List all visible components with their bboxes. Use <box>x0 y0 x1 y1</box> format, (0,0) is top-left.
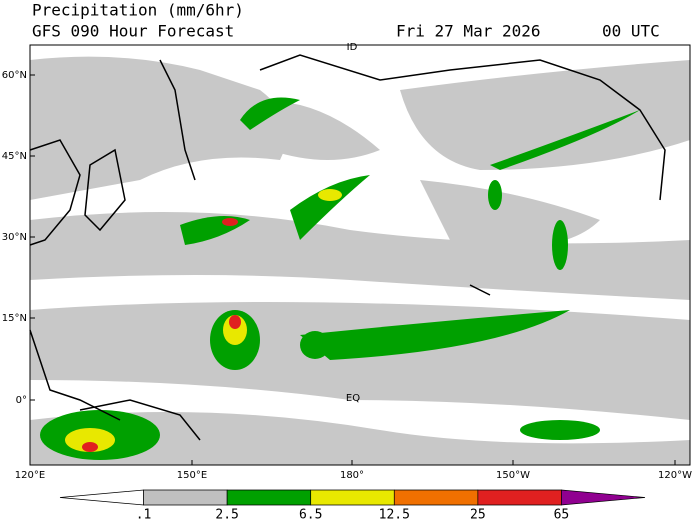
axis-labels: 60°N 45°N 30°N 15°N 0° 120°E 150°E 180° 150°W 120… <box>2 70 692 481</box>
colorbar-swatch <box>143 489 228 506</box>
colorbar: .1 2.5 6.5 12.5 25 65 <box>59 489 646 523</box>
map-subtitle: GFS 090 Hour Forecast <box>32 22 234 41</box>
lon-label: 150°W <box>496 470 530 481</box>
colorbar-swatch <box>393 489 479 506</box>
colorbar-swatch <box>226 489 312 506</box>
colorbar-swatch <box>477 489 562 506</box>
lat-label: 45°N <box>2 151 27 162</box>
colorbar-swatch <box>310 489 395 506</box>
date-line-label: ID <box>347 42 358 53</box>
lon-label: 120°W <box>658 470 692 481</box>
lat-label: 15°N <box>2 313 27 324</box>
map-field <box>29 44 691 466</box>
forecast-date: Fri 27 Mar 2026 <box>396 22 541 41</box>
forecast-time: 00 UTC <box>602 22 660 41</box>
colorbar-label: 6.5 <box>299 508 322 523</box>
lat-label: 0° <box>16 395 27 406</box>
colorbar-label: 12.5 <box>379 508 410 523</box>
lat-label: 30°N <box>2 232 27 243</box>
lat-label: 60°N <box>2 70 27 81</box>
lon-label: 180° <box>340 470 364 481</box>
colorbar-swatch <box>561 489 646 506</box>
colorbar-label: 2.5 <box>215 508 238 523</box>
lon-label: 150°E <box>177 470 207 481</box>
lon-label: 120°E <box>15 470 45 481</box>
colorbar-label: 25 <box>470 508 486 523</box>
colorbar-label: .1 <box>136 508 152 523</box>
colorbar-swatch <box>59 489 144 506</box>
map-title: Precipitation (mm/6hr) <box>32 1 244 20</box>
colorbar-label: 65 <box>554 508 570 523</box>
equator-label: EQ <box>346 393 360 404</box>
